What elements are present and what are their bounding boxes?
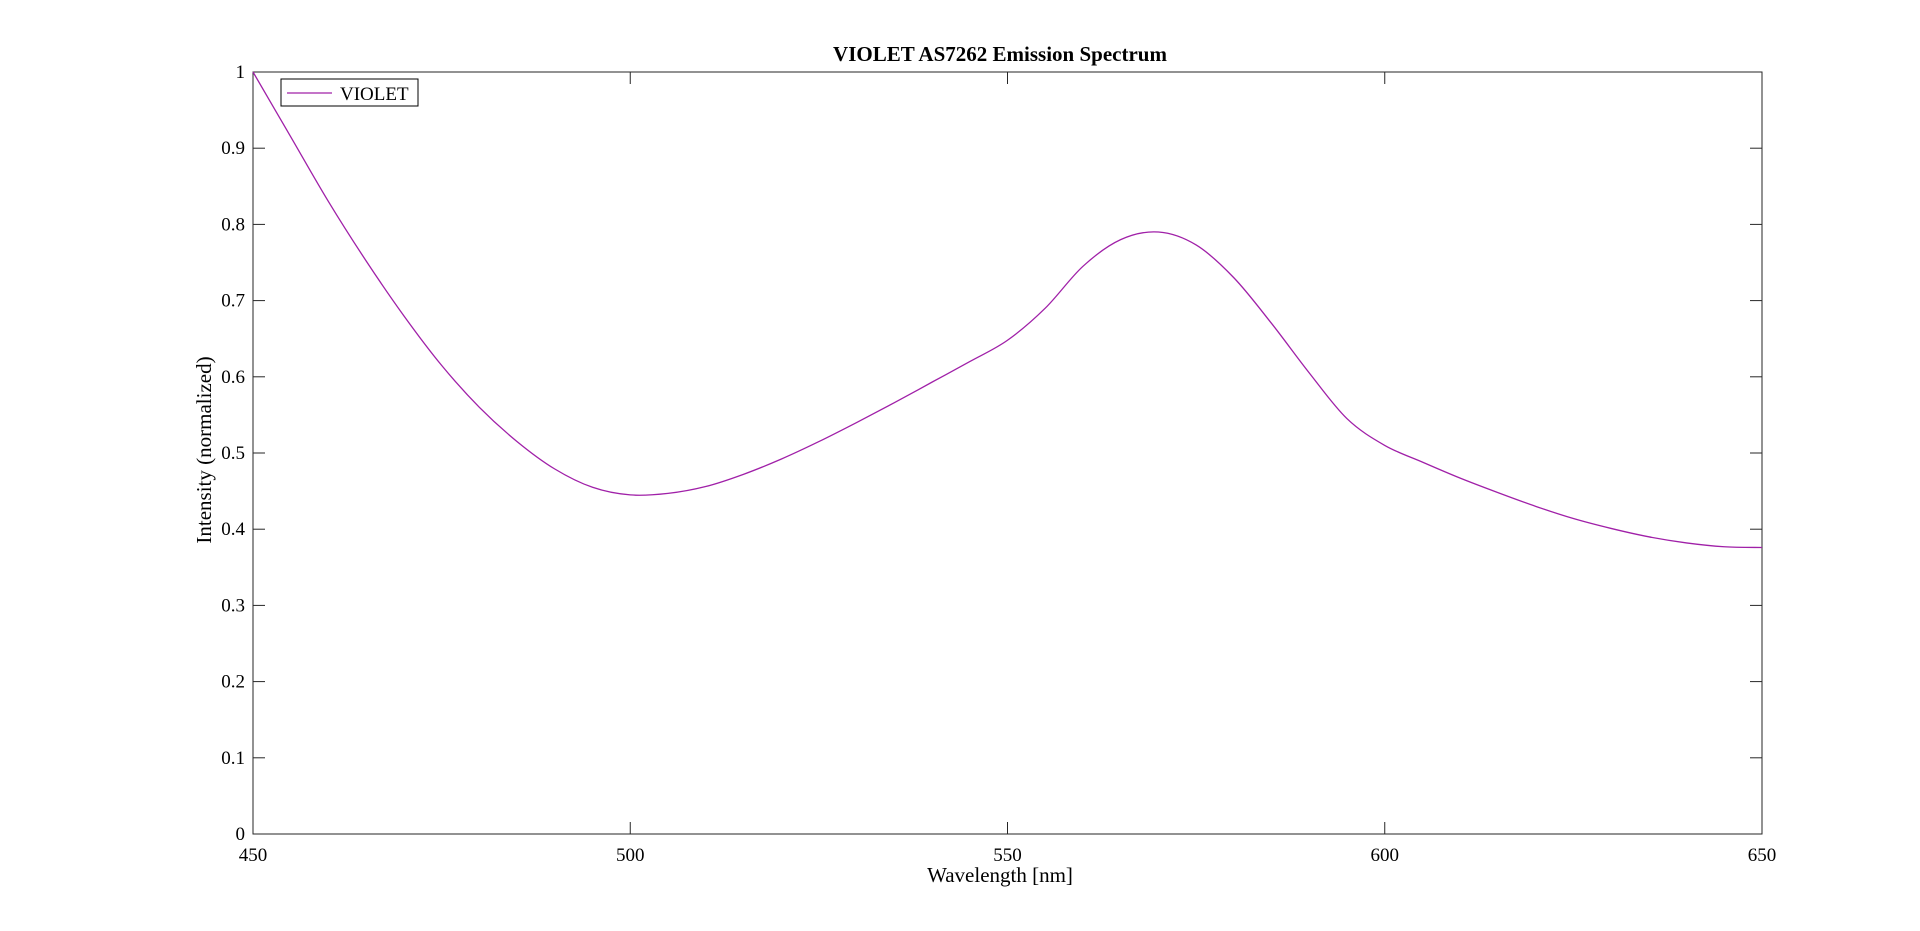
y-tick-label: 0.4 <box>221 519 245 540</box>
plot-series <box>252 71 1763 549</box>
y-tick-label: 0.7 <box>221 291 245 312</box>
x-axis-label: Wavelength [nm] <box>927 863 1073 887</box>
y-tick-label: 0 <box>236 824 246 845</box>
y-tick-label: 0.5 <box>221 443 245 464</box>
y-tick-label: 1 <box>236 62 246 83</box>
y-tick-label: 0.6 <box>221 367 245 388</box>
x-tick-label: 500 <box>616 845 645 866</box>
x-tick-label: 450 <box>239 845 268 866</box>
x-tick-label: 550 <box>993 845 1022 866</box>
axes: 450 500 550 600 650 0 0.1 0.2 0.3 0.4 0.5 0.6 0.7 0.8… <box>221 62 1776 866</box>
legend-label-violet: VIOLET <box>340 84 409 105</box>
y-axis-label: Intensity (normalized) <box>192 356 216 543</box>
legend: VIOLET <box>280 78 419 107</box>
chart-title: VIOLET AS7262 Emission Spectrum <box>833 42 1167 66</box>
x-tick-label: 600 <box>1371 845 1400 866</box>
y-tick-label: 0.9 <box>221 138 245 159</box>
y-tick-label: 0.2 <box>221 672 245 693</box>
series-line-violet <box>252 71 1763 549</box>
x-tick-label: 650 <box>1748 845 1777 866</box>
y-tick-label: 0.8 <box>221 214 245 235</box>
y-tick-label: 0.3 <box>221 595 245 616</box>
y-tick-label: 0.1 <box>221 748 245 769</box>
